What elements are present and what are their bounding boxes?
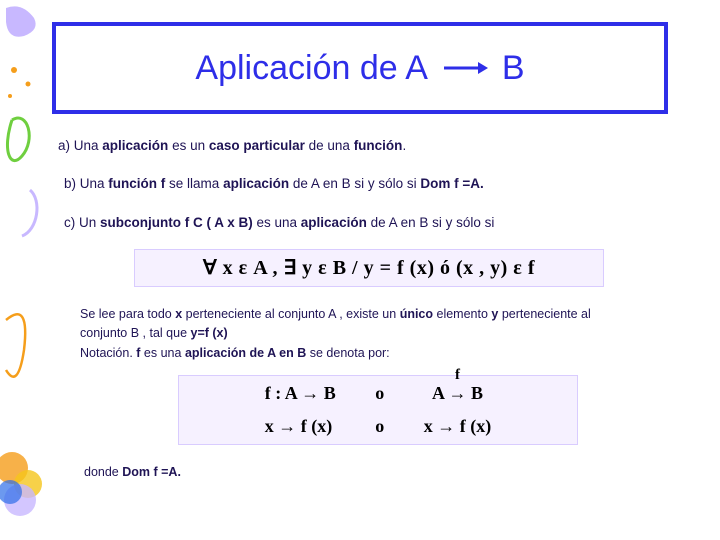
decorative-left-strip [0, 0, 48, 540]
reading-paragraph: Se lee para todo x perteneciente al conj… [80, 305, 620, 343]
f2-r1c2: o [360, 380, 400, 407]
notation-paragraph: Notación. f es una aplicación de A en B … [80, 344, 620, 363]
definition-item-a: a) Una aplicación es un caso particular … [58, 136, 668, 156]
f2-r2c2: o [360, 413, 400, 440]
content-area: a) Una aplicación es un caso particular … [58, 136, 668, 482]
title-left: Aplicación de A [195, 49, 428, 88]
formula-notation: f : A → B o f A → B x → f (x) o x → f (x… [178, 375, 578, 445]
definition-item-b: b) Una función f se llama aplicación de … [64, 174, 668, 194]
f2-r1c1: f : A → B [265, 380, 336, 407]
definition-item-c: c) Un subconjunto f C ( A x B) es una ap… [64, 213, 668, 233]
f2-r1c3: f A → B [424, 380, 491, 407]
final-paragraph: donde Dom f =A. [84, 463, 668, 482]
slide-title: Aplicación de A B [195, 49, 524, 88]
arrow-icon [442, 59, 488, 77]
title-right: B [502, 49, 525, 88]
formula-quantifier: ∀ x ε A , ∃ y ε B / y = f (x) ó (x , y) … [134, 249, 604, 287]
f2-r2c1: x → f (x) [265, 413, 336, 440]
title-box: Aplicación de A B [52, 22, 668, 114]
f2-r2c3: x → f (x) [424, 413, 491, 440]
formula-text: ∀ x ε A , ∃ y ε B / y = f (x) ó (x , y) … [203, 253, 535, 283]
